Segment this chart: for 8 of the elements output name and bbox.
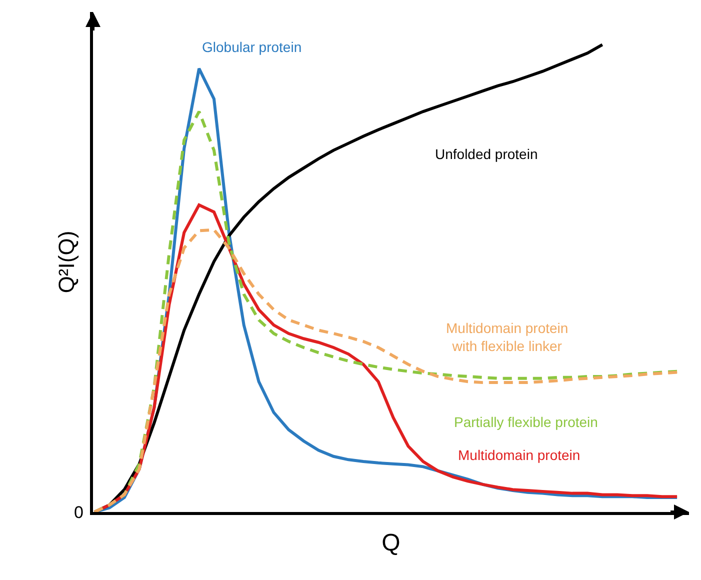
y-axis-title: Q²I(Q) bbox=[54, 230, 79, 294]
series-label: Multidomain protein bbox=[458, 447, 580, 463]
text: Partially flexible protein bbox=[454, 414, 598, 430]
text: 0 bbox=[74, 503, 84, 522]
series-label: Multidomain protein with flexible linker bbox=[446, 320, 568, 354]
series-label: Globular protein bbox=[202, 39, 302, 55]
x-axis-title: Q bbox=[382, 529, 400, 556]
text: Unfolded protein bbox=[435, 146, 538, 162]
